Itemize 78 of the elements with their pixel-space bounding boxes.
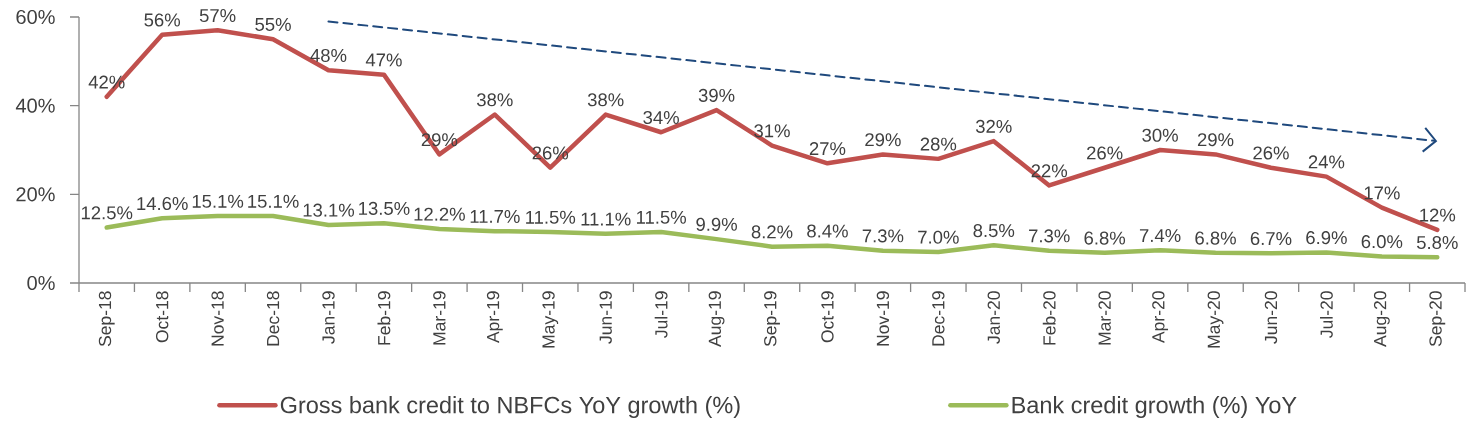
x-tick-label: Jan-19 [322, 291, 335, 344]
data-label: 56% [144, 13, 181, 27]
data-label: 11.5% [636, 210, 687, 224]
x-tick-label: Mar-19 [433, 291, 446, 345]
data-label: 22% [1031, 164, 1068, 178]
data-label: 48% [310, 48, 347, 63]
data-label: 30% [1142, 128, 1178, 142]
data-label: 13.5% [359, 201, 410, 215]
data-label: 28% [920, 137, 957, 151]
x-tick-label: Jun-19 [599, 291, 612, 344]
data-label: 39% [698, 88, 735, 102]
data-label: 29% [865, 133, 901, 147]
data-label: 29% [1197, 133, 1234, 147]
data-label: 6.0% [1361, 235, 1403, 249]
y-tick-label: 60% [16, 9, 55, 25]
data-label: 11.7% [470, 209, 520, 223]
x-tick-label: Apr-19 [486, 291, 503, 344]
data-label: 38% [587, 93, 624, 107]
data-label: 47% [365, 53, 402, 67]
data-label: 32% [975, 119, 1012, 133]
data-label: 26% [1087, 146, 1123, 160]
x-tick-label: Aug-19 [708, 291, 725, 347]
x-tick-label: Feb-20 [1042, 291, 1056, 345]
x-tick-label: Sep-18 [98, 291, 115, 347]
data-label: 31% [754, 124, 790, 138]
legend-label: Gross bank credit to NBFCs YoY growth (%) [280, 396, 740, 418]
y-tick-label: 20% [16, 187, 55, 202]
x-tick-label: Nov-19 [876, 291, 890, 346]
data-label: 6.8% [1084, 231, 1126, 245]
data-label: 57% [199, 9, 236, 23]
data-label: 26% [1253, 146, 1289, 160]
data-label: 15.1% [192, 194, 244, 208]
data-label: 7.3% [862, 229, 904, 243]
x-tick-label: Jan-20 [987, 291, 1000, 344]
data-label: 13.1% [303, 203, 355, 217]
x-tick-label: May-19 [542, 291, 559, 348]
data-label: 15.1% [248, 194, 299, 208]
data-label: 11.1% [581, 212, 631, 226]
x-tick-label: Dec-19 [932, 291, 945, 346]
data-label: 7.0% [918, 230, 959, 244]
x-tick-label: May-20 [1207, 291, 1224, 348]
data-label: 6.9% [1306, 231, 1347, 245]
data-label: 7.4% [1139, 229, 1181, 242]
y-tick-label: 40% [15, 98, 55, 113]
data-label: 6.8% [1195, 231, 1236, 245]
x-tick-label: Apr-20 [1152, 291, 1169, 344]
x-tick-label: Mar-20 [1098, 291, 1111, 345]
data-label: 12.5% [81, 206, 133, 220]
data-label: 12% [1420, 208, 1456, 222]
x-tick-label: Sep-19 [764, 291, 780, 347]
y-tick-label: 0% [27, 275, 55, 291]
data-label: 11.5% [526, 210, 576, 224]
data-label: 9.9% [696, 217, 737, 231]
x-tick-label: Feb-19 [377, 291, 391, 345]
x-tick-label: Jun-20 [1264, 291, 1278, 344]
data-label: 7.3% [1029, 229, 1070, 243]
legend-label: Bank credit growth (%) YoY [1012, 396, 1297, 418]
x-tick-label: Aug-20 [1373, 291, 1390, 347]
x-tick-label: Oct-19 [821, 291, 834, 343]
data-label: 55% [255, 17, 291, 31]
data-label: 24% [1308, 155, 1345, 169]
x-tick-label: Dec-18 [266, 291, 280, 346]
data-label: 8.5% [973, 224, 1015, 238]
x-tick-label: Oct-18 [155, 291, 169, 343]
x-tick-label: Jul-19 [654, 291, 668, 338]
data-label: 38% [476, 93, 513, 107]
x-tick-label: Jul-20 [1319, 291, 1333, 338]
data-label: 8.4% [807, 224, 848, 238]
data-label: 6.7% [1250, 231, 1292, 246]
data-label: 8.2% [751, 225, 793, 239]
data-label: 34% [643, 110, 679, 125]
x-tick-label: Sep-20 [1429, 291, 1446, 347]
data-label: 14.6% [137, 196, 188, 211]
data-label: 17% [1364, 186, 1400, 200]
data-label: 12.2% [414, 207, 465, 221]
x-tick-label: Nov-18 [211, 291, 224, 346]
data-label: 5.8% [1416, 235, 1458, 250]
data-label: 27% [809, 142, 846, 156]
